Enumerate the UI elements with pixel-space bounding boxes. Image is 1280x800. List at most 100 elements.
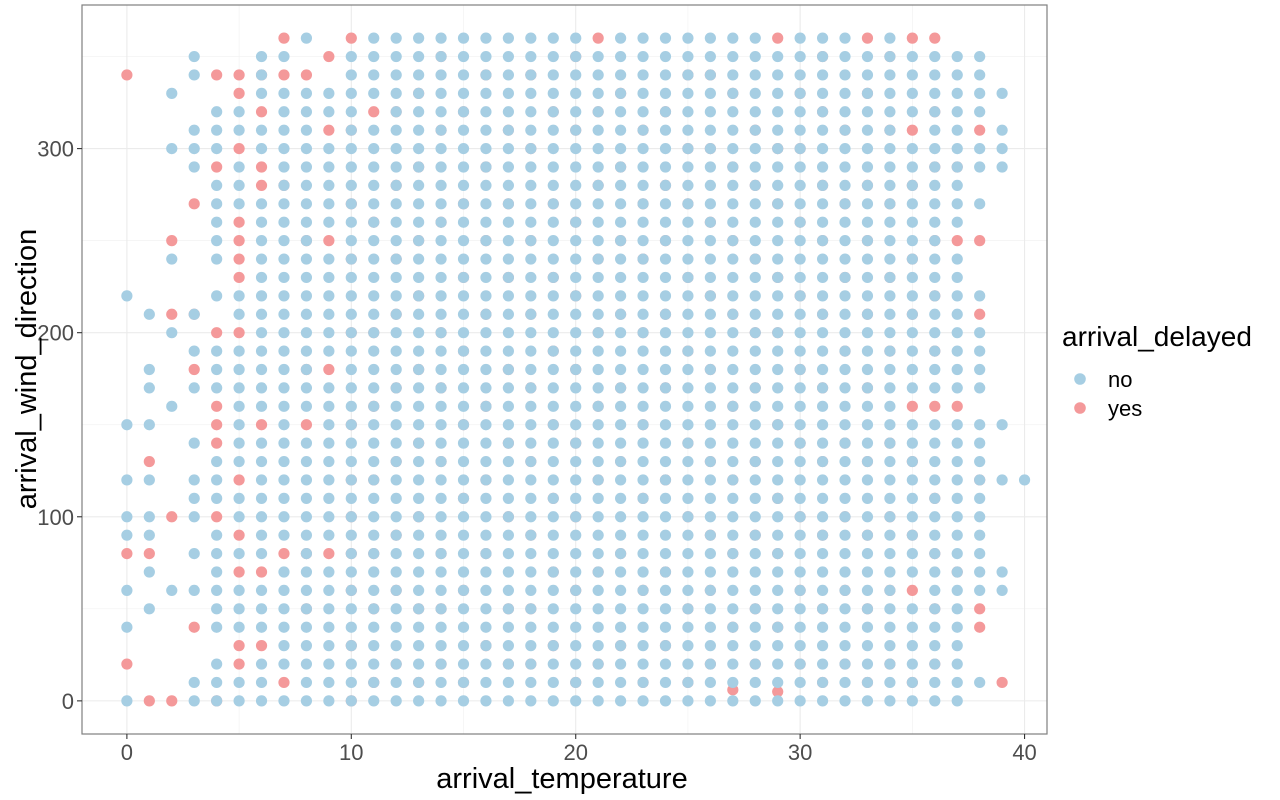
data-point-no [839,547,851,560]
data-point-no [413,695,425,707]
data-point-no [615,400,627,412]
data-point-no [300,621,313,633]
data-point-no [816,547,829,560]
data-point-no [413,419,425,431]
data-point-yes [211,511,223,523]
data-point-no [547,419,559,431]
data-point-no [390,106,402,118]
data-point-no [861,658,874,670]
data-point-no [457,474,470,486]
data-point-no [278,400,290,412]
data-point-no [592,253,604,265]
data-point-no [615,69,627,81]
data-point-no [413,345,425,357]
data-point-no [929,584,941,597]
data-point-no [816,216,829,228]
data-point-no [929,142,941,155]
data-point-no [704,345,716,357]
data-point-no [368,198,380,210]
data-point-no [951,455,963,468]
data-point-no [570,179,582,192]
data-point-no [480,179,492,192]
data-point-no [861,327,874,339]
data-point-yes [255,161,268,173]
data-point-no [727,676,739,689]
data-point-no [570,400,582,412]
data-point-no [816,50,829,63]
data-point-no [592,676,604,689]
data-point-no [457,290,470,302]
data-point-no [794,621,806,633]
data-point-no [255,676,268,689]
data-point-no [951,271,963,284]
data-point-no [413,566,425,578]
data-point-no [345,87,357,99]
data-point-no [906,179,918,192]
data-point-no [772,547,784,560]
data-point-no [255,327,268,339]
data-point-no [570,603,582,615]
data-point-no [794,198,806,210]
data-point-no [592,419,604,431]
data-point-no [749,382,761,394]
data-point-no [727,529,739,541]
data-point-no [704,87,716,99]
data-point-no [390,437,402,449]
data-point-no [794,676,806,689]
data-point-no [906,142,918,155]
data-point-no [839,32,851,44]
data-point-yes [233,529,245,541]
data-point-no [547,161,559,173]
data-point-no [704,290,716,302]
data-point-no [816,584,829,597]
data-point-yes [233,327,245,339]
data-point-no [233,437,245,449]
data-point-no [345,400,357,412]
data-point-no [435,437,447,449]
data-point-no [861,161,874,173]
data-point-no [749,50,761,63]
data-point-no [839,179,851,192]
data-point-no [659,621,672,633]
data-point-no [143,382,155,394]
data-point-no [615,658,627,670]
data-point-no [592,235,604,247]
data-point-no [659,603,672,615]
data-point-no [278,658,290,670]
data-point-yes [278,69,290,81]
data-point-no [413,327,425,339]
data-point-no [278,290,290,302]
data-point-no [457,124,470,136]
data-point-no [772,308,784,320]
data-point-no [659,492,672,504]
data-point-no [794,216,806,228]
data-point-yes [211,437,223,449]
data-point-no [929,455,941,468]
data-point-no [659,640,672,652]
data-point-yes [166,511,178,523]
data-point-no [300,290,313,302]
data-point-no [592,124,604,136]
data-point-no [300,529,313,541]
data-point-no [951,658,963,670]
data-point-no [704,161,716,173]
data-point-no [480,419,492,431]
data-point-no [749,290,761,302]
data-point-no [816,474,829,486]
data-point-no [502,142,514,155]
data-point-no [704,271,716,284]
data-point-no [861,695,874,707]
data-point-no [525,308,537,320]
data-point-no [659,437,672,449]
data-point-no [951,566,963,578]
data-point-no [188,69,200,81]
data-point-no [861,271,874,284]
data-point-no [368,621,380,633]
data-point-no [929,290,941,302]
data-point-no [884,492,896,504]
data-point-no [951,345,963,357]
data-point-no [570,216,582,228]
data-point-no [772,382,784,394]
data-point-no [727,382,739,394]
data-point-no [749,419,761,431]
